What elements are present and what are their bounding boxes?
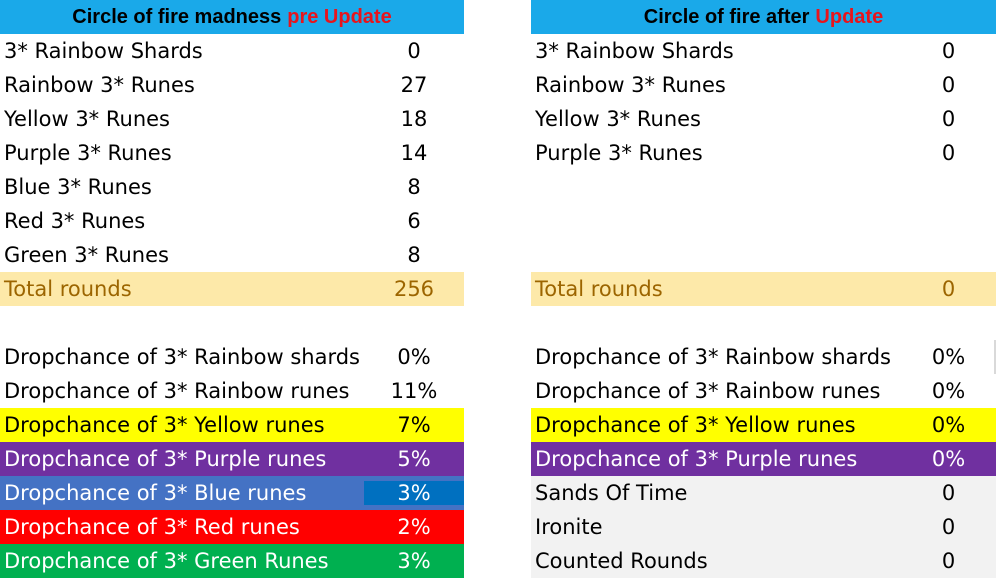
dropchance-label: Dropchance of 3* Purple runes <box>535 447 858 471</box>
dropchance-row-red: Dropchance of 3* Red runes 2% <box>0 510 464 544</box>
row-label: Rainbow 3* Runes <box>535 73 726 97</box>
dropchance-row-yellow: Dropchance of 3* Yellow runes 0% <box>531 408 996 442</box>
cell-border-edge <box>994 340 996 374</box>
total-rounds-row: Total rounds 0 <box>531 272 996 306</box>
row-value: 18 <box>400 107 428 131</box>
table-row: Yellow 3* Runes 0 <box>531 102 996 136</box>
dropchance-value: 0% <box>931 379 966 403</box>
dropchance-value: 3% <box>397 549 431 573</box>
dropchance-row-yellow: Dropchance of 3* Yellow runes 7% <box>0 408 464 442</box>
dropchance-value: 7% <box>397 413 431 437</box>
row-label: Blue 3* Runes <box>4 175 152 199</box>
spacer-row <box>0 306 464 340</box>
table-row: 3* Rainbow Shards 0 <box>0 34 464 68</box>
stat-value: 0 <box>901 481 996 505</box>
row-value: 8 <box>407 243 421 267</box>
dropchance-value: 3% <box>364 481 464 505</box>
stat-label: Counted Rounds <box>535 549 708 573</box>
row-value: 27 <box>400 73 428 97</box>
table-row: Purple 3* Runes 0 <box>531 136 996 170</box>
after-update-header: Circle of fire after Update <box>531 0 996 34</box>
table-row: Rainbow 3* Runes 27 <box>0 68 464 102</box>
dropchance-value: 0% <box>931 345 966 369</box>
empty-row <box>531 170 996 204</box>
total-value: 0 <box>941 277 956 301</box>
dropchance-value: 0% <box>397 345 431 369</box>
dropchance-label: Dropchance of 3* Blue runes <box>4 481 307 505</box>
row-label: Red 3* Runes <box>4 209 146 233</box>
after-update-table: Circle of fire after Update 3* Rainbow S… <box>531 0 996 578</box>
dropchance-row: Dropchance of 3* Rainbow shards 0% <box>0 340 464 374</box>
dropchance-row: Dropchance of 3* Rainbow runes 11% <box>0 374 464 408</box>
row-value: 0 <box>941 107 956 131</box>
stat-label: Sands Of Time <box>535 481 688 505</box>
table-row: Blue 3* Runes 8 <box>0 170 464 204</box>
pre-update-table: Circle of fire madness pre Update 3* Rai… <box>0 0 464 578</box>
stat-value: 0 <box>901 515 996 539</box>
empty-row <box>531 204 996 238</box>
dropchance-label: Dropchance of 3* Rainbow runes <box>535 379 881 403</box>
pre-update-header: Circle of fire madness pre Update <box>0 0 464 34</box>
table-row: 3* Rainbow Shards 0 <box>531 34 996 68</box>
dropchance-label: Dropchance of 3* Yellow runes <box>4 413 325 437</box>
row-label: Yellow 3* Runes <box>535 107 701 131</box>
dropchance-label: Dropchance of 3* Yellow runes <box>535 413 856 437</box>
dropchance-label: Dropchance of 3* Purple runes <box>4 447 327 471</box>
dropchance-row-purple: Dropchance of 3* Purple runes 5% <box>0 442 464 476</box>
row-value: 6 <box>407 209 421 233</box>
table-row: Rainbow 3* Runes 0 <box>531 68 996 102</box>
total-label: Total rounds <box>4 277 132 301</box>
dropchance-value: 0% <box>931 413 966 437</box>
dropchance-value: 0% <box>931 447 966 471</box>
table-row: Green 3* Runes 8 <box>0 238 464 272</box>
row-label: 3* Rainbow Shards <box>535 39 734 63</box>
row-label: Purple 3* Runes <box>535 141 703 165</box>
row-value: 0 <box>941 141 956 165</box>
dropchance-row: Dropchance of 3* Rainbow runes 0% <box>531 374 996 408</box>
dropchance-value: 5% <box>397 447 431 471</box>
header-title: Circle of fire after <box>643 5 810 28</box>
row-label: Yellow 3* Runes <box>4 107 170 131</box>
total-value: 256 <box>393 277 435 301</box>
header-title-accent: pre Update <box>287 5 392 28</box>
dropchance-value: 2% <box>397 515 431 539</box>
total-rounds-row: Total rounds 256 <box>0 272 464 306</box>
row-label: 3* Rainbow Shards <box>4 39 203 63</box>
dropchance-label: Dropchance of 3* Rainbow shards <box>4 345 360 369</box>
dropchance-label: Dropchance of 3* Rainbow shards <box>535 345 891 369</box>
table-row: Red 3* Runes 6 <box>0 204 464 238</box>
sands-of-time-row: Sands Of Time 0 <box>531 476 996 510</box>
dropchance-value: 11% <box>390 379 438 403</box>
row-label: Green 3* Runes <box>4 243 169 267</box>
total-label: Total rounds <box>535 277 663 301</box>
table-row: Purple 3* Runes 14 <box>0 136 464 170</box>
dropchance-row-blue: Dropchance of 3* Blue runes 3% <box>0 476 464 510</box>
counted-rounds-row: Counted Rounds 0 <box>531 544 996 578</box>
dropchance-label: Dropchance of 3* Red runes <box>4 515 300 539</box>
dropchance-row-green: Dropchance of 3* Green Runes 3% <box>0 544 464 578</box>
stat-label: Ironite <box>535 515 603 539</box>
row-value: 0 <box>407 39 421 63</box>
dropchance-label: Dropchance of 3* Rainbow runes <box>4 379 350 403</box>
row-value: 0 <box>941 73 956 97</box>
dropchance-row: Dropchance of 3* Rainbow shards 0% <box>531 340 996 374</box>
header-title-accent: Update <box>815 5 884 28</box>
dropchance-label: Dropchance of 3* Green Runes <box>4 549 329 573</box>
row-label: Rainbow 3* Runes <box>4 73 195 97</box>
header-title: Circle of fire madness <box>72 5 282 28</box>
stat-value: 0 <box>901 549 996 573</box>
ironite-row: Ironite 0 <box>531 510 996 544</box>
dropchance-row-purple: Dropchance of 3* Purple runes 0% <box>531 442 996 476</box>
empty-row <box>531 238 996 272</box>
table-row: Yellow 3* Runes 18 <box>0 102 464 136</box>
row-value: 8 <box>407 175 421 199</box>
row-value: 14 <box>400 141 428 165</box>
row-value: 0 <box>941 39 956 63</box>
row-label: Purple 3* Runes <box>4 141 172 165</box>
spacer-row <box>531 306 996 340</box>
